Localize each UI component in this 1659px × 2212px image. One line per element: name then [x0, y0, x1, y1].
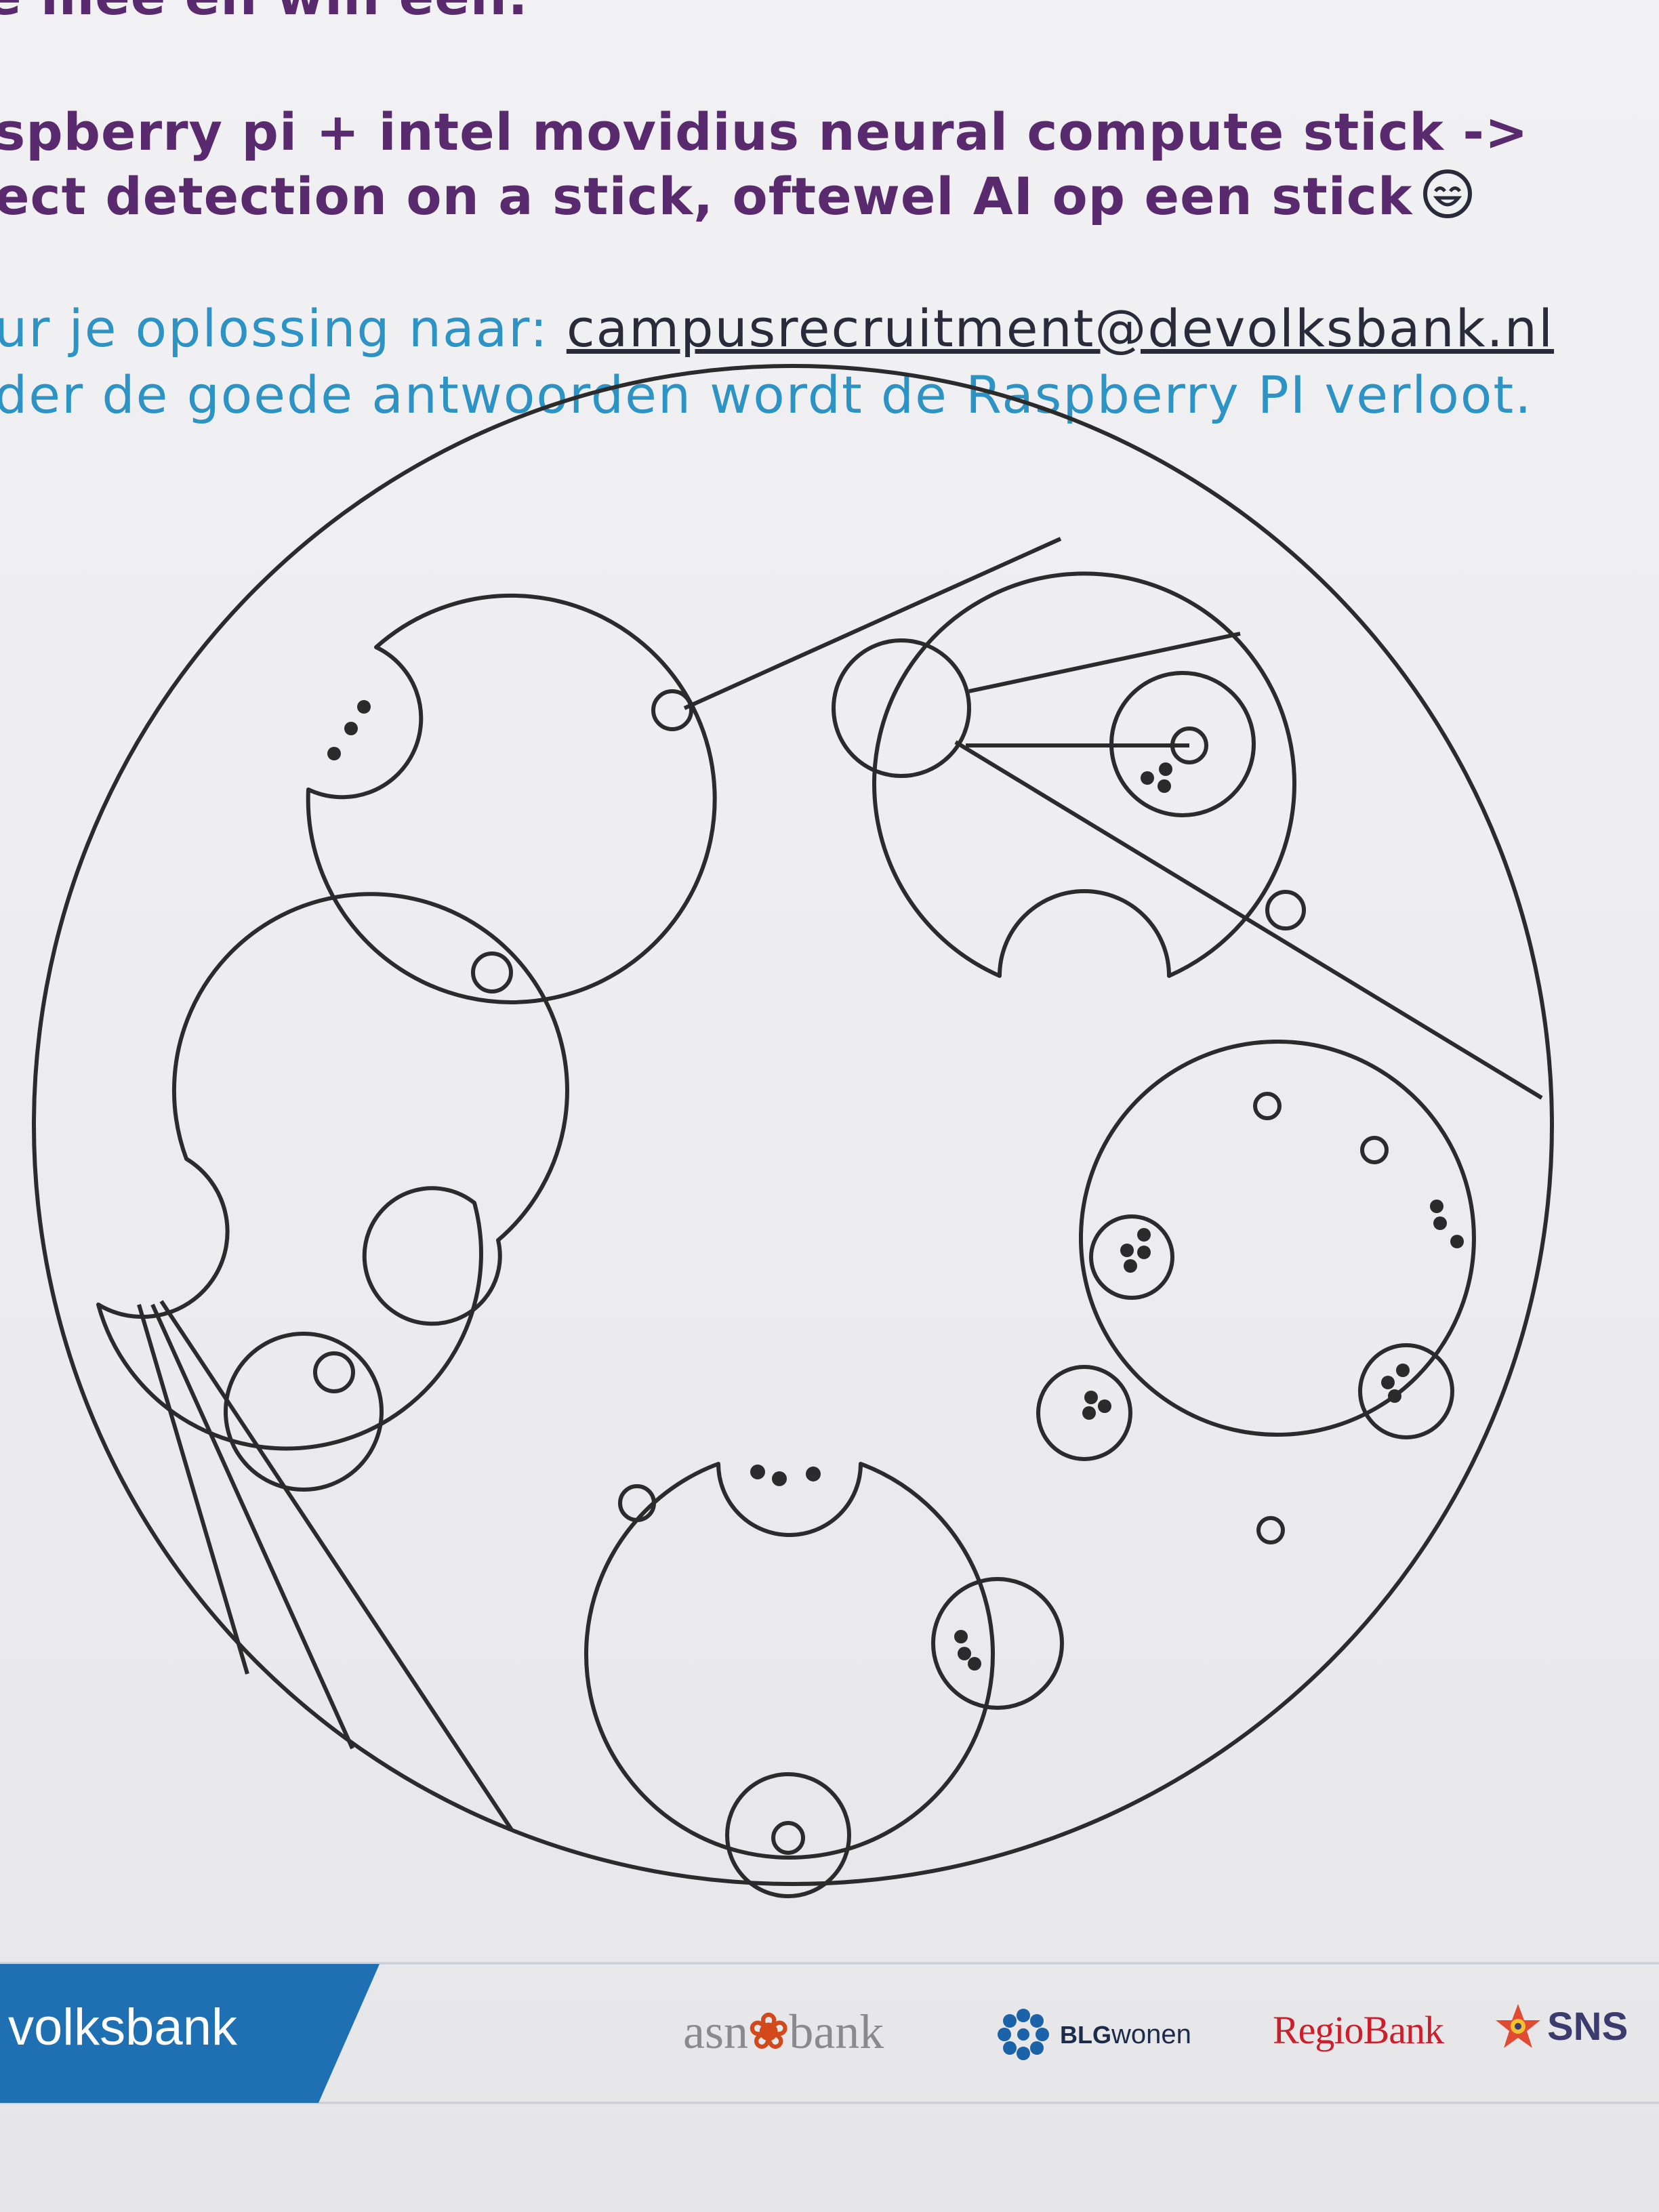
prize-line-2-text: ect detection on a stick, oftewel AI op …	[0, 166, 1413, 226]
word-circle-right	[1079, 1040, 1476, 1437]
blg-wonen-logo: BLGwonen	[996, 2007, 1191, 2062]
outer-circle	[32, 364, 1554, 1886]
sns-text: SNS	[1547, 2004, 1629, 2049]
top-fragment-heading: e mee en win een:	[0, 0, 529, 26]
send-solution-line: ur je oplossing naar: campusrecruitment@…	[0, 298, 1554, 359]
sns-star-icon	[1496, 2004, 1540, 2048]
volksbank-brand-block	[0, 1964, 380, 2103]
word-circle-left	[96, 892, 569, 1451]
blg-rosette-icon	[998, 2009, 1049, 2060]
word-circle-top-left	[306, 593, 717, 1004]
smiley-face-icon	[1422, 168, 1473, 232]
prize-line-1: spberry pi + intel movidius neural compu…	[0, 102, 1529, 162]
asn-swirl-icon: ❀	[747, 2005, 790, 2059]
email-link[interactable]: campusrecruitment@devolksbank.nl	[566, 298, 1555, 359]
asn-left-text: asn	[683, 2005, 748, 2059]
asn-bank-logo: asn❀bank	[683, 2003, 884, 2060]
connector-line-right	[954, 740, 1543, 1100]
prize-line-2: ect detection on a stick, oftewel AI op …	[0, 166, 1473, 232]
raffle-line: der de goede antwoorden wordt de Raspber…	[0, 365, 1533, 425]
blg-rest-text: wonen	[1111, 2019, 1191, 2049]
send-solution-prefix: ur je oplossing naar:	[0, 298, 567, 359]
volksbank-label: volksbank	[8, 1999, 237, 2056]
connector-line-top	[683, 537, 1062, 710]
blg-bold-text: BLG	[1060, 2020, 1111, 2049]
regiobank-logo: RegioBank	[1273, 2008, 1444, 2052]
asn-right-text: bank	[789, 2005, 884, 2059]
sns-logo: SNS	[1494, 2003, 1628, 2050]
word-circle-bottom	[584, 1462, 995, 1860]
word-circle-top-right	[872, 571, 1296, 978]
footer-logo-strip	[0, 1962, 1659, 2104]
